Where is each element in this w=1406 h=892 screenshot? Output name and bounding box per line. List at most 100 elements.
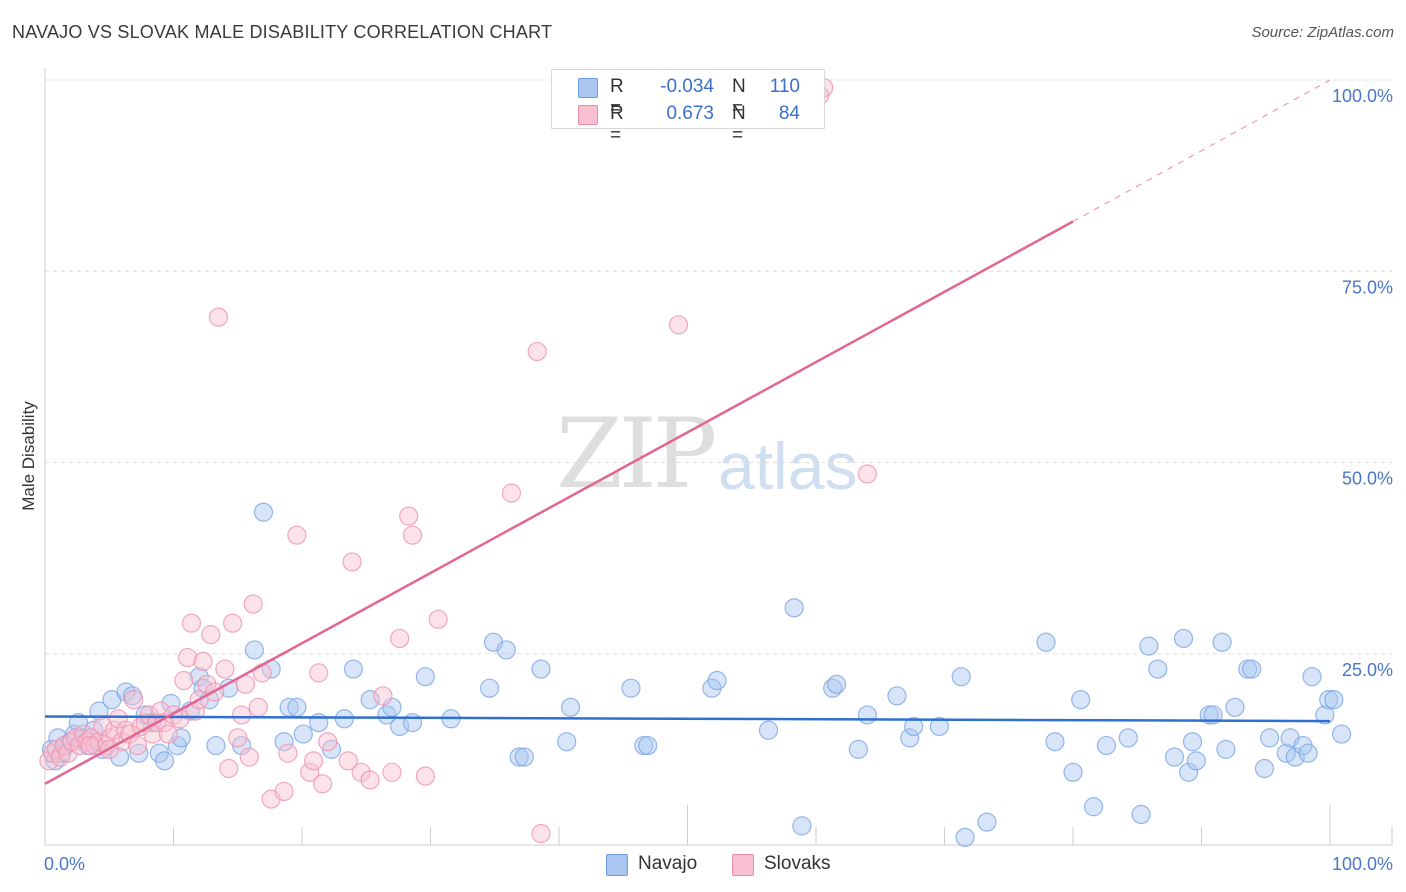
data-point-slovaks <box>197 674 217 694</box>
legend-swatch-navajo <box>578 78 598 98</box>
trend-line-navajo <box>44 715 1331 723</box>
chart-source: Source: ZipAtlas.com <box>1251 24 1394 41</box>
bottom-legend-label-navajo: Navajo <box>638 853 698 874</box>
data-point-navajo <box>480 678 500 698</box>
data-point-slovaks <box>208 307 229 327</box>
data-point-slovaks <box>342 552 362 572</box>
data-point-slovaks <box>178 647 198 668</box>
data-point-slovaks <box>232 705 252 725</box>
data-point-slovaks <box>278 743 298 763</box>
data-point-navajo <box>1182 732 1203 752</box>
data-point-slovaks <box>223 613 243 633</box>
data-point-slovaks <box>228 728 248 748</box>
data-point-slovaks <box>174 670 194 691</box>
data-point-slovaks <box>360 770 380 790</box>
correlation-legend: R = -0.034 N = 110 R = 0.673 N = 84 <box>551 69 825 146</box>
data-point-slovaks <box>373 686 393 706</box>
data-point-navajo <box>1302 667 1322 687</box>
data-point-slovaks <box>274 781 294 802</box>
data-point-navajo <box>1083 797 1104 817</box>
data-point-navajo <box>1063 762 1083 782</box>
data-point-slovaks <box>402 525 423 545</box>
data-point-navajo <box>189 667 209 687</box>
data-point-slovaks <box>201 625 221 645</box>
data-point-slovaks <box>415 766 435 786</box>
data-point-navajo <box>707 670 727 691</box>
data-point-navajo <box>1260 728 1280 748</box>
data-point-slovaks <box>215 659 235 679</box>
axis-labels: 25.0% 50.0% 75.0% 100.0% 0.0% 100.0% Male Disa… <box>19 86 1393 874</box>
data-point-navajo <box>1118 728 1138 748</box>
data-point-navajo <box>1216 739 1236 759</box>
data-point-slovaks <box>668 315 689 335</box>
legend-n-label: N = <box>732 103 746 146</box>
data-point-navajo <box>514 747 534 767</box>
data-point-navajo <box>1331 724 1352 744</box>
y-axis-label: Male Disability <box>19 401 38 511</box>
watermark-zip: ZIP <box>556 398 717 510</box>
x-tick-label-max: 100.0% <box>1332 854 1393 874</box>
data-point-navajo <box>129 743 149 763</box>
y-tick-label: 25.0% <box>1342 660 1393 680</box>
data-point-slovaks <box>127 735 148 756</box>
legend-r-label: R = <box>610 103 624 146</box>
data-point-slovaks <box>531 823 551 844</box>
data-point-navajo <box>1315 705 1335 725</box>
data-point-navajo <box>1298 743 1318 763</box>
data-point-slovaks <box>219 758 239 779</box>
data-point-navajo <box>1319 690 1339 710</box>
bottom-legend-swatch-slovaks <box>732 854 754 876</box>
data-point-navajo <box>244 640 265 660</box>
data-point-slovaks <box>108 709 128 729</box>
data-point-slovaks <box>104 720 124 740</box>
x-tick-label-min: 0.0% <box>44 854 85 874</box>
data-point-slovaks <box>181 613 202 633</box>
trend-line-slovaks <box>44 220 1074 785</box>
data-point-navajo <box>951 667 971 687</box>
data-point-navajo <box>1179 762 1199 782</box>
data-point-navajo <box>1254 758 1275 779</box>
data-point-slovaks <box>85 735 105 756</box>
data-point-slovaks <box>243 594 263 614</box>
data-point-navajo <box>955 827 975 847</box>
data-point-slovaks <box>527 341 547 362</box>
data-point-navajo <box>1045 732 1065 752</box>
data-point-navajo <box>154 751 175 771</box>
data-point-navajo <box>638 735 658 756</box>
data-point-slovaks <box>309 663 329 683</box>
y-tick-label: 100.0% <box>1332 86 1393 106</box>
bottom-legend-swatch-navajo <box>606 854 628 876</box>
data-point-navajo <box>557 732 577 752</box>
data-point-navajo <box>904 716 924 737</box>
data-point-navajo <box>848 739 869 759</box>
data-point-navajo <box>1139 636 1159 656</box>
legend-r-label: R = <box>610 76 624 119</box>
data-point-slovaks <box>399 506 419 526</box>
data-point-slovaks <box>338 751 358 771</box>
y-tick-label: 75.0% <box>1342 277 1393 297</box>
legend-n-value: 110 <box>769 76 800 97</box>
trend-lines <box>44 79 1331 785</box>
data-point-navajo <box>1148 659 1168 679</box>
data-point-navajo <box>287 697 307 717</box>
data-point-navajo <box>1242 659 1262 679</box>
data-point-navajo <box>206 735 226 756</box>
legend-r-value: 0.673 <box>666 103 714 124</box>
data-point-navajo <box>1173 628 1194 649</box>
data-point-slovaks <box>501 483 522 503</box>
data-point-navajo <box>621 678 641 698</box>
y-tick-label: 50.0% <box>1342 469 1393 489</box>
data-point-slovaks <box>857 464 878 484</box>
data-point-slovaks <box>80 735 100 756</box>
data-point-navajo <box>109 747 130 767</box>
data-point-navajo <box>415 667 435 687</box>
data-point-navajo <box>68 712 89 733</box>
trend-line-slovaks-extension <box>1072 79 1331 223</box>
legend-n-label: N = <box>732 76 746 119</box>
data-point-slovaks <box>158 724 178 744</box>
data-point-navajo <box>1131 804 1151 825</box>
data-point-navajo <box>1071 690 1091 710</box>
series-slovaks-points <box>39 78 878 844</box>
data-point-navajo <box>1096 735 1117 756</box>
